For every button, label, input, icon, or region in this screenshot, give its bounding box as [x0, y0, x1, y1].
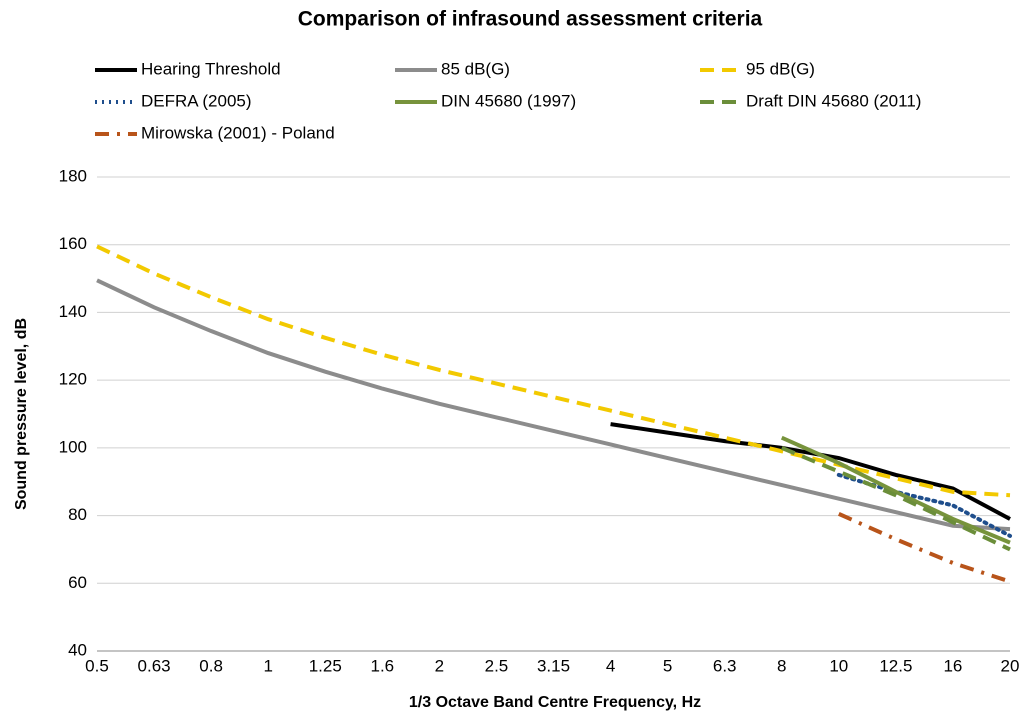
x-tick-label: 20	[1001, 656, 1020, 675]
x-tick-label: 6.3	[713, 656, 737, 675]
x-tick-label: 2	[435, 656, 444, 675]
x-axis-title: 1/3 Octave Band Centre Frequency, Hz	[409, 694, 701, 711]
y-tick-label: 160	[59, 234, 87, 253]
legend-label: DIN 45680 (1997)	[441, 91, 576, 110]
x-tick-label: 3.15	[537, 656, 570, 675]
series-line	[780, 446, 1011, 552]
chart-title: Comparison of infrasound assessment crit…	[298, 8, 763, 31]
x-tick-label: 0.5	[85, 656, 109, 675]
series-line	[96, 278, 1011, 532]
x-tick-label: 12.5	[879, 656, 912, 675]
y-tick-label: 80	[68, 505, 87, 524]
x-tick-label: 0.8	[199, 656, 223, 675]
x-tick-label: 8	[777, 656, 786, 675]
y-tick-label: 140	[59, 302, 87, 321]
legend-label: 85 dB(G)	[441, 59, 510, 78]
series-line	[837, 512, 1011, 584]
y-tick-label: 60	[68, 573, 87, 592]
series-line	[96, 244, 1011, 498]
x-tick-label: 10	[829, 656, 848, 675]
series-line	[610, 422, 1011, 521]
y-tick-label: 120	[59, 370, 87, 389]
x-tick-label: 2.5	[485, 656, 509, 675]
x-tick-label: 1.6	[370, 656, 394, 675]
y-axis-title: Sound pressure level, dB	[13, 318, 30, 510]
y-tick-label: 100	[59, 437, 87, 456]
legend-label: Draft DIN 45680 (2011)	[746, 91, 921, 110]
x-tick-label: 16	[943, 656, 962, 675]
x-tick-label: 0.63	[138, 656, 171, 675]
x-tick-label: 1	[263, 656, 272, 675]
y-tick-label: 180	[59, 166, 87, 185]
x-tick-label: 1.25	[309, 656, 342, 675]
y-tick-label: 40	[68, 640, 87, 659]
series-line	[780, 435, 1011, 545]
legend-label: 95 dB(G)	[746, 59, 815, 78]
x-tick-label: 4	[606, 656, 615, 675]
legend-label: Mirowska (2001) - Poland	[141, 123, 335, 142]
legend-label: Hearing Threshold	[141, 59, 281, 78]
x-tick-label: 5	[663, 656, 672, 675]
legend-label: DEFRA (2005)	[141, 91, 252, 110]
